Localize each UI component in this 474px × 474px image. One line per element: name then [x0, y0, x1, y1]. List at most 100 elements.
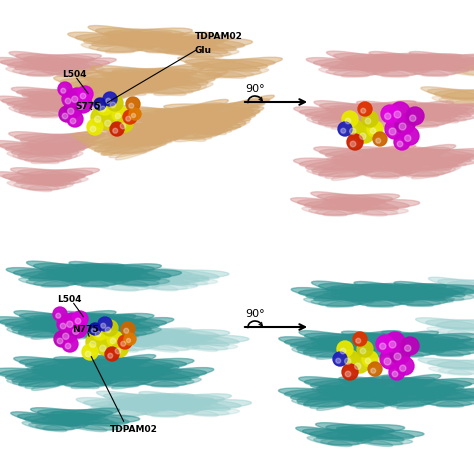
Ellipse shape [429, 54, 474, 64]
Ellipse shape [184, 124, 241, 133]
Ellipse shape [352, 158, 430, 170]
Ellipse shape [326, 424, 394, 434]
Ellipse shape [382, 376, 456, 392]
Ellipse shape [331, 194, 400, 204]
Ellipse shape [89, 44, 143, 52]
Circle shape [380, 349, 400, 369]
Ellipse shape [126, 118, 187, 130]
Ellipse shape [142, 119, 204, 130]
Ellipse shape [374, 288, 445, 301]
Ellipse shape [172, 279, 218, 284]
Ellipse shape [394, 387, 444, 398]
Ellipse shape [359, 343, 410, 351]
Circle shape [124, 333, 136, 345]
Ellipse shape [397, 146, 471, 162]
Circle shape [389, 364, 405, 380]
Ellipse shape [347, 118, 399, 128]
Ellipse shape [403, 103, 474, 115]
Ellipse shape [323, 374, 401, 393]
Ellipse shape [69, 322, 118, 333]
Ellipse shape [345, 114, 397, 122]
Ellipse shape [330, 388, 382, 398]
Ellipse shape [374, 69, 424, 76]
Ellipse shape [305, 109, 384, 119]
Ellipse shape [92, 32, 172, 46]
Ellipse shape [83, 319, 159, 329]
Circle shape [75, 318, 81, 324]
Ellipse shape [391, 156, 443, 169]
Ellipse shape [61, 269, 137, 279]
Circle shape [86, 333, 104, 351]
Ellipse shape [376, 342, 426, 353]
Ellipse shape [152, 128, 212, 139]
Ellipse shape [376, 339, 452, 349]
Ellipse shape [379, 101, 454, 117]
Ellipse shape [124, 399, 199, 409]
Ellipse shape [46, 273, 96, 282]
Text: TDPAM02: TDPAM02 [110, 425, 158, 434]
Ellipse shape [142, 267, 209, 281]
Ellipse shape [358, 299, 409, 306]
Ellipse shape [115, 108, 209, 120]
Ellipse shape [34, 85, 108, 103]
Circle shape [368, 362, 382, 376]
Ellipse shape [401, 388, 451, 396]
Ellipse shape [357, 438, 403, 445]
Ellipse shape [448, 288, 474, 295]
Ellipse shape [93, 84, 153, 94]
Ellipse shape [358, 105, 436, 124]
Ellipse shape [119, 270, 191, 278]
Ellipse shape [22, 89, 98, 99]
Ellipse shape [120, 109, 214, 119]
Ellipse shape [21, 62, 68, 72]
Ellipse shape [388, 63, 436, 71]
Ellipse shape [302, 207, 347, 216]
Ellipse shape [42, 63, 90, 71]
Ellipse shape [381, 68, 431, 77]
Ellipse shape [357, 377, 435, 391]
Ellipse shape [96, 329, 146, 336]
Ellipse shape [410, 58, 474, 70]
Ellipse shape [345, 379, 424, 389]
Ellipse shape [129, 378, 179, 387]
Ellipse shape [422, 68, 469, 76]
Ellipse shape [64, 379, 117, 387]
Ellipse shape [69, 268, 144, 281]
Ellipse shape [181, 335, 249, 343]
Ellipse shape [192, 344, 237, 349]
Ellipse shape [32, 357, 110, 371]
Ellipse shape [99, 397, 173, 411]
Ellipse shape [163, 130, 223, 138]
Ellipse shape [318, 344, 370, 352]
Ellipse shape [416, 343, 466, 351]
Ellipse shape [279, 337, 357, 351]
Ellipse shape [319, 153, 395, 175]
Circle shape [70, 118, 76, 124]
Ellipse shape [109, 140, 167, 158]
Ellipse shape [71, 315, 146, 323]
Circle shape [384, 113, 391, 119]
Ellipse shape [9, 175, 78, 183]
Ellipse shape [21, 269, 97, 279]
Ellipse shape [304, 399, 356, 407]
Ellipse shape [418, 339, 474, 348]
Ellipse shape [324, 292, 374, 303]
Ellipse shape [162, 46, 214, 60]
Ellipse shape [331, 198, 398, 210]
Ellipse shape [68, 88, 125, 99]
Ellipse shape [214, 68, 269, 78]
Ellipse shape [319, 169, 371, 177]
Ellipse shape [389, 349, 439, 356]
Ellipse shape [37, 410, 106, 419]
Ellipse shape [416, 389, 474, 399]
Ellipse shape [78, 355, 156, 374]
Ellipse shape [297, 337, 375, 351]
Ellipse shape [352, 388, 404, 398]
Ellipse shape [428, 89, 474, 99]
Ellipse shape [359, 119, 411, 127]
Circle shape [61, 88, 66, 93]
Ellipse shape [379, 159, 431, 166]
Ellipse shape [43, 177, 88, 186]
Ellipse shape [313, 119, 365, 127]
Ellipse shape [416, 388, 466, 396]
